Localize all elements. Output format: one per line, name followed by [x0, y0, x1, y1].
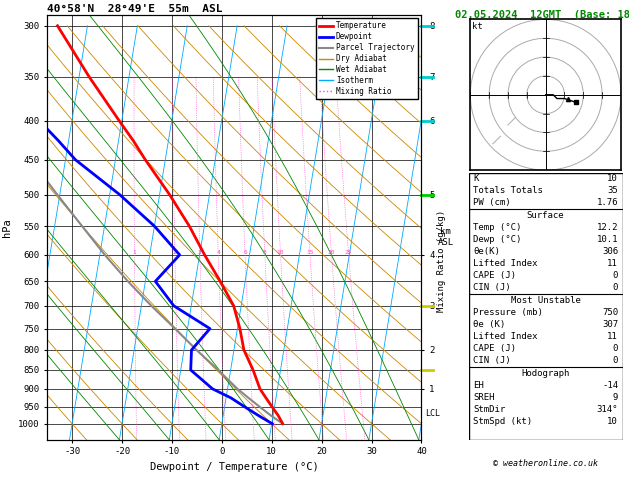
Y-axis label: hPa: hPa — [3, 218, 13, 237]
Text: LCL: LCL — [425, 409, 440, 418]
Text: 11: 11 — [608, 332, 618, 341]
Text: Lifted Index: Lifted Index — [473, 332, 538, 341]
X-axis label: Dewpoint / Temperature (°C): Dewpoint / Temperature (°C) — [150, 462, 319, 472]
Text: CAPE (J): CAPE (J) — [473, 344, 516, 353]
Text: Lifted Index: Lifted Index — [473, 259, 538, 268]
Text: 9: 9 — [613, 393, 618, 402]
Text: 10: 10 — [608, 174, 618, 183]
Text: 2: 2 — [173, 250, 177, 255]
Text: θe (K): θe (K) — [473, 320, 506, 329]
Text: 10: 10 — [608, 417, 618, 426]
Text: θe(K): θe(K) — [473, 247, 500, 256]
Text: 15: 15 — [306, 250, 314, 255]
Text: 11: 11 — [608, 259, 618, 268]
Y-axis label: km
ASL: km ASL — [438, 227, 454, 246]
Text: CIN (J): CIN (J) — [473, 283, 511, 293]
Text: EH: EH — [473, 381, 484, 390]
Text: Pressure (mb): Pressure (mb) — [473, 308, 543, 317]
Text: PW (cm): PW (cm) — [473, 198, 511, 208]
Text: SREH: SREH — [473, 393, 495, 402]
Text: StmDir: StmDir — [473, 405, 506, 414]
Text: CIN (J): CIN (J) — [473, 356, 511, 365]
Text: 6: 6 — [243, 250, 247, 255]
Text: StmSpd (kt): StmSpd (kt) — [473, 417, 532, 426]
Text: 306: 306 — [602, 247, 618, 256]
Text: kt: kt — [472, 22, 482, 32]
Text: 3: 3 — [198, 250, 202, 255]
Text: Temp (°C): Temp (°C) — [473, 223, 521, 232]
Text: © weatheronline.co.uk: © weatheronline.co.uk — [493, 459, 598, 469]
Legend: Temperature, Dewpoint, Parcel Trajectory, Dry Adiabat, Wet Adiabat, Isotherm, Mi: Temperature, Dewpoint, Parcel Trajectory… — [316, 18, 418, 99]
Text: 35: 35 — [608, 186, 618, 195]
Text: 0: 0 — [613, 271, 618, 280]
Text: Mixing Ratio (g/kg): Mixing Ratio (g/kg) — [437, 210, 446, 312]
Text: Totals Totals: Totals Totals — [473, 186, 543, 195]
Text: Hodograph: Hodograph — [521, 368, 570, 378]
Text: 10: 10 — [277, 250, 284, 255]
Text: 307: 307 — [602, 320, 618, 329]
Text: Most Unstable: Most Unstable — [511, 295, 581, 305]
Text: Surface: Surface — [527, 210, 564, 220]
Text: 0: 0 — [613, 356, 618, 365]
Text: K: K — [473, 174, 479, 183]
Text: 1: 1 — [133, 250, 136, 255]
Text: 25: 25 — [345, 250, 352, 255]
Text: 0: 0 — [613, 283, 618, 293]
Text: 0: 0 — [613, 344, 618, 353]
Text: Dewp (°C): Dewp (°C) — [473, 235, 521, 244]
Text: 40°58'N  28°49'E  55m  ASL: 40°58'N 28°49'E 55m ASL — [47, 4, 223, 14]
Text: 10.1: 10.1 — [596, 235, 618, 244]
Text: 12.2: 12.2 — [596, 223, 618, 232]
Text: 750: 750 — [602, 308, 618, 317]
Text: 1.76: 1.76 — [596, 198, 618, 208]
Text: 02.05.2024  12GMT  (Base: 18): 02.05.2024 12GMT (Base: 18) — [455, 10, 629, 20]
Text: 314°: 314° — [596, 405, 618, 414]
Text: 8: 8 — [263, 250, 267, 255]
Text: -14: -14 — [602, 381, 618, 390]
Text: 20: 20 — [328, 250, 335, 255]
Text: CAPE (J): CAPE (J) — [473, 271, 516, 280]
Text: 4: 4 — [216, 250, 220, 255]
